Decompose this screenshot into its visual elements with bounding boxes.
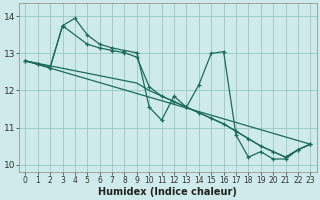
X-axis label: Humidex (Indice chaleur): Humidex (Indice chaleur) <box>98 187 237 197</box>
